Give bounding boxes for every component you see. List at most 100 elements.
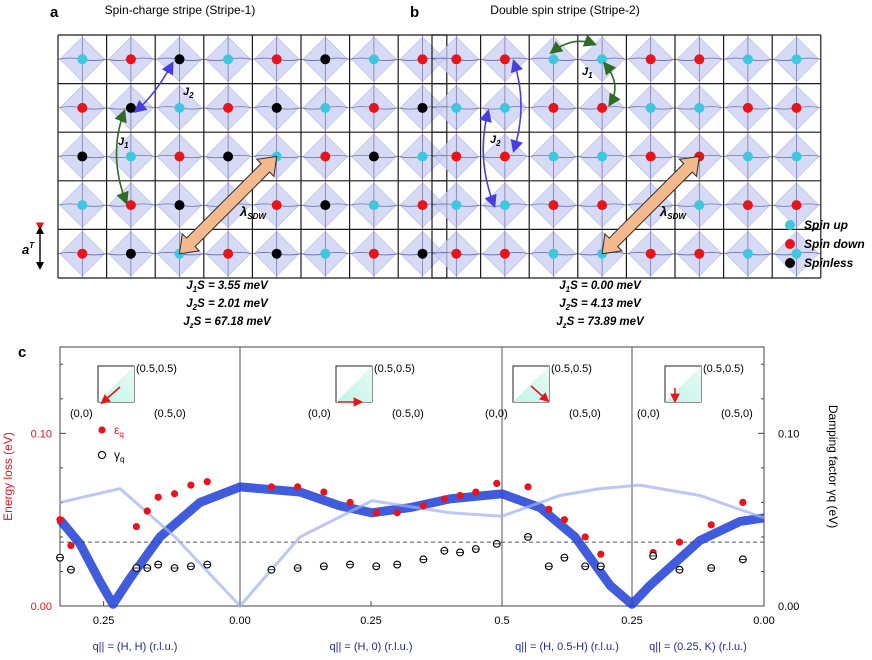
- inset-origin-label: (0,0): [637, 408, 660, 420]
- inset-y-label: (0.5,0.5): [136, 363, 177, 375]
- dispersion-band-main: [56, 482, 765, 609]
- energy-point: [294, 483, 302, 491]
- spin-down-site: [645, 248, 656, 259]
- chart-legend: εq γq: [97, 423, 124, 464]
- lambda-arrow-b: [601, 155, 700, 255]
- spin-down-site: [77, 248, 88, 259]
- spin-down-site: [223, 102, 234, 113]
- spin-up-site: [791, 54, 802, 65]
- legend-marker: [785, 239, 795, 249]
- energy-point: [675, 538, 684, 546]
- panel-a-title: Spin-charge stripe (Stripe-1): [105, 3, 256, 17]
- legend-series-label: εq: [114, 423, 124, 439]
- energy-point: [154, 493, 162, 501]
- spin-down-site: [548, 102, 559, 113]
- inset-origin-label: (0,0): [308, 408, 331, 420]
- spin-down-site: [174, 151, 185, 162]
- inset-x-label: (0.5,0): [154, 408, 186, 420]
- spin-up-site: [548, 248, 559, 259]
- spinless-site: [320, 54, 331, 65]
- exchange-parameter: J1S = 0.00 meV: [559, 280, 642, 294]
- j2-label-a: J2: [183, 86, 194, 100]
- param-value: S = 73.89 meV: [567, 316, 645, 328]
- y-axis-label-left: Energy loss (eV): [1, 432, 15, 521]
- chart-frame: 0.00 0.10 0.00 0.10 Energy loss (eV) Damping …: [1, 346, 840, 653]
- lattice-constant-label: aT: [22, 241, 35, 257]
- spin-up-site: [742, 248, 753, 259]
- spin-up-site: [694, 102, 705, 113]
- panel-b-title: Double spin stripe (Stripe-2): [490, 3, 639, 17]
- param-symbol: J: [186, 298, 193, 310]
- energy-point: [419, 502, 427, 510]
- j2-arrow-b-lower: [479, 108, 497, 208]
- spinless-site: [125, 102, 136, 113]
- spin-down-site: [451, 248, 462, 259]
- legend-symbol: ε: [114, 423, 120, 437]
- spin-down-site: [125, 200, 136, 211]
- spinless-site: [77, 151, 88, 162]
- spin-up-site: [223, 54, 234, 65]
- spinless-site: [271, 248, 282, 259]
- energy-point: [132, 522, 140, 531]
- energy-point: [320, 488, 328, 496]
- spin-up-site: [368, 54, 379, 65]
- param-subscript: 1: [193, 285, 198, 294]
- spin-up-site: [77, 54, 88, 65]
- j2-arrow-b-upper: [510, 58, 524, 154]
- param-subscript: z: [189, 321, 194, 330]
- spin-up-site: [368, 200, 379, 211]
- x-tick-label: 0.25: [360, 615, 381, 627]
- inset-y-label: (0.5,0.5): [703, 363, 744, 375]
- spin-up-site: [125, 151, 136, 162]
- legend-label: Spin down: [804, 237, 865, 251]
- energy-point: [456, 491, 464, 500]
- spin-up-site: [548, 151, 559, 162]
- panel-b: b Double spin stripe (Stripe-2) J1 J2 λS…: [410, 3, 822, 330]
- irreducible-wedge: [336, 366, 372, 402]
- x-tick-label: 0.25: [93, 615, 114, 627]
- spinless-site: [174, 54, 185, 65]
- lambda-label-b: λSDW: [659, 204, 687, 221]
- segment-x-label: q|| = (H, 0) (r.l.u.): [329, 641, 412, 653]
- spin-down-site: [417, 54, 428, 65]
- x-tick-label: 0.00: [753, 615, 774, 627]
- energy-point: [267, 483, 276, 491]
- legend-subscript: q: [119, 430, 123, 439]
- param-value: S = 0.00 meV: [570, 280, 642, 292]
- spin-up-site: [742, 54, 753, 65]
- energy-point: [67, 541, 75, 550]
- param-subscript: z: [562, 321, 567, 330]
- legend-marker: [785, 220, 795, 230]
- legend-marker: [785, 258, 795, 268]
- spinless-site: [417, 102, 428, 113]
- path-arrow: [100, 386, 121, 405]
- plot-border: [59, 346, 765, 607]
- legend-series-label: γq: [114, 448, 124, 464]
- energy-point: [739, 498, 747, 506]
- param-value: S = 4.13 meV: [570, 298, 642, 310]
- spin-down-site: [694, 248, 705, 259]
- irreducible-wedge: [98, 366, 134, 402]
- spin-up-site: [451, 200, 462, 211]
- panel-a: a Spin-charge stripe (Stripe-1) J2 J1 λS…: [22, 3, 448, 330]
- legend-symbol: γ: [114, 448, 120, 462]
- inset-origin-label: (0,0): [485, 408, 508, 420]
- param-symbol: J: [559, 298, 566, 310]
- param-symbol: J: [183, 316, 190, 328]
- segment-x-label: q|| = (H, H) (r.l.u.): [93, 641, 178, 653]
- inset-y-label: (0.5,0.5): [551, 363, 592, 375]
- j1-label-a: J1: [118, 136, 129, 150]
- legend-energy-marker: [98, 426, 106, 434]
- j1-arrow-b-side: [602, 61, 621, 107]
- param-symbol: J: [559, 280, 566, 292]
- j2-arrow-a: [133, 61, 174, 114]
- j1-arrow-a: [114, 109, 129, 205]
- spin-up-site: [694, 200, 705, 211]
- bz-path-insets: (0,0) (0.5,0) (0.5,0.5) (0,0) (0.5,0) (0.5,0.…: [70, 363, 753, 420]
- panel-a-letter: a: [50, 4, 59, 21]
- spin-up-site: [499, 200, 510, 211]
- panel-b-letter: b: [410, 4, 419, 21]
- spin-up-site: [791, 248, 802, 259]
